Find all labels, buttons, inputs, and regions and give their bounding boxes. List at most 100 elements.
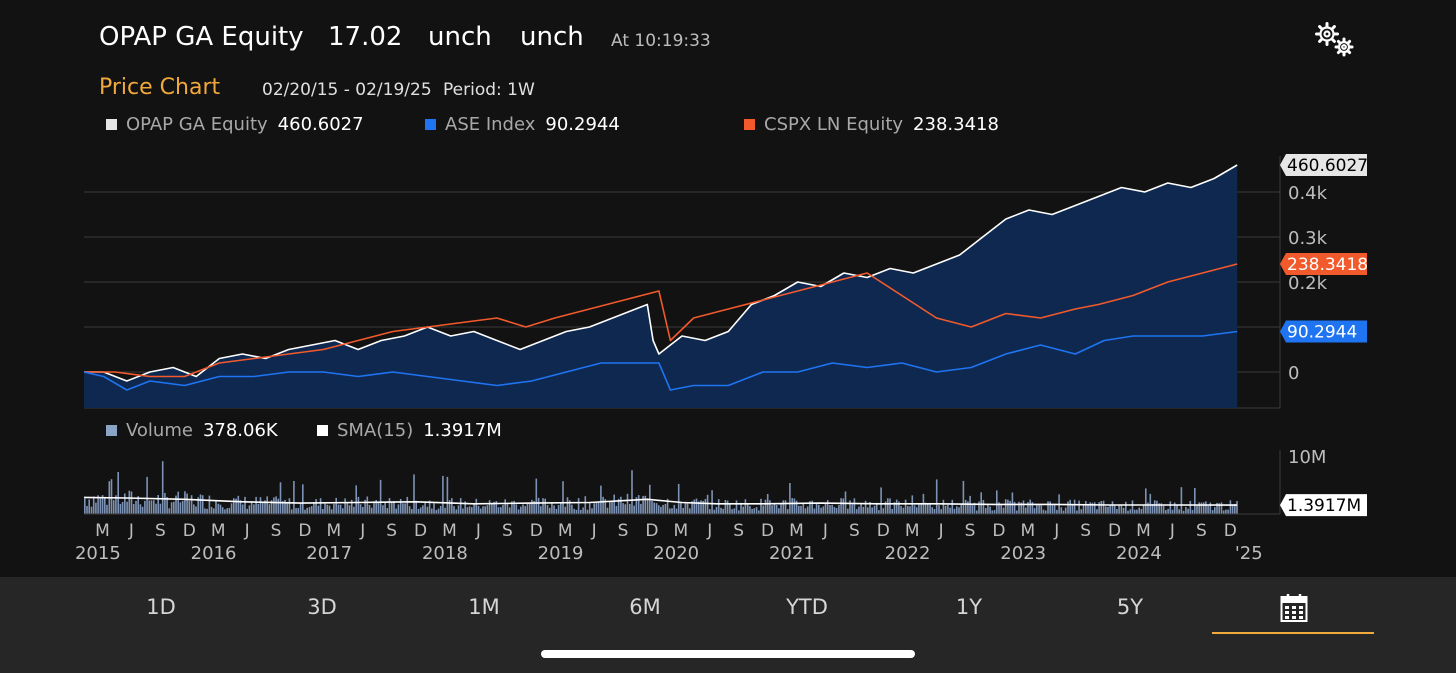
volume-bar [526,503,529,514]
volume-bar [793,498,796,514]
legend-swatch [106,425,117,436]
volume-bar [715,507,718,514]
volume-bar [900,506,902,514]
volume-bar [339,504,342,514]
volume-bar [1236,501,1238,514]
last-value-tag: 1.3917M [1280,494,1367,517]
volume-bar [1180,487,1183,514]
volume-bar [840,498,842,514]
volume-bar [228,507,231,514]
volume-bar [726,500,729,514]
volume-bar [153,500,155,514]
volume-bar [1089,502,1091,514]
volume-bar [437,508,440,514]
volume-bar [878,510,880,514]
volume-bar [1185,506,1187,514]
volume-bar [117,472,119,514]
volume-bar [664,504,667,514]
volume-bar [804,508,807,514]
volume-bar [1036,503,1038,514]
volume-bar [319,498,322,514]
volume-bar [851,504,853,514]
volume-bar [613,494,615,514]
volume-bar [798,505,800,514]
volume-bar [1182,510,1185,514]
tab-3d[interactable]: 3D [307,595,337,619]
volume-bar [982,500,985,514]
volume-bar [1000,504,1002,514]
calendar-icon[interactable] [1280,593,1308,623]
volume-bar [1169,501,1172,514]
volume-bar [635,497,638,514]
volume-bar [820,507,822,514]
volume-bar [104,497,106,514]
volume-bar [564,506,567,514]
volume-bar [511,501,513,514]
volume-bar [517,509,520,514]
volume-bar [302,484,304,514]
volume-bar [733,508,736,514]
volume-bar [918,504,920,514]
volume-bar [224,509,226,514]
volume-bar [815,503,818,514]
volume-bar [1051,505,1054,514]
volume-bar [1047,501,1049,514]
volume-bar [1042,509,1045,514]
volume-bar [1136,509,1138,514]
volume-bar [95,502,97,514]
volume-bar [477,506,480,514]
y-tick-label: 0.3k [1288,228,1328,249]
volume-bar [967,501,969,514]
volume-bar [1071,505,1074,514]
volume-bar [711,490,713,514]
tab-1m[interactable]: 1M [468,595,500,619]
volume-bar [1176,505,1178,514]
volume-bar [1122,507,1125,514]
volume-bar [1024,507,1027,514]
tab-5y[interactable]: 5Y [1116,595,1144,619]
quote-header: OPAP GA Equity 17.02 unch unch At 10:19:… [0,0,1456,70]
volume-bar [524,506,526,514]
volume-bar [344,498,346,514]
legend-swatch [317,425,328,436]
volume-bar [775,505,778,514]
volume-bar [177,491,179,514]
gears-icon[interactable] [1312,20,1358,60]
legend-value: 238.3418 [913,114,999,135]
volume-bar [749,506,751,514]
volume-bar [266,496,268,514]
volume-bar [366,496,369,514]
volume-bar [1178,509,1180,514]
volume-bar [629,504,631,514]
volume-bar [956,506,958,514]
x-month-label: M [442,521,457,541]
volume-bar [557,505,560,514]
volume-bar [1011,492,1014,514]
volume-bar [1158,503,1160,514]
volume-bar [751,508,753,514]
tab-1y[interactable]: 1Y [955,595,983,619]
volume-bar [195,506,197,514]
legend-name: SMA(15) [337,420,414,441]
price-chart[interactable]: 00.1k0.2k0.3k0.4k 460.6027238.341890.294… [0,140,1456,420]
x-month-label: J [591,521,597,541]
volume-bar [364,499,366,514]
tab-6m[interactable]: 6M [629,595,661,619]
volume-bar [379,479,382,514]
y-tick-label: 0 [1288,363,1299,384]
volume-bar [889,498,891,514]
tab-ytd[interactable]: YTD [786,595,828,619]
volume-bar [657,505,660,514]
volume-bar [1220,502,1223,514]
x-month-label: D [877,521,890,541]
date-range[interactable]: 02/20/15 - 02/19/25 [262,80,432,100]
tab-1d[interactable]: 1D [146,595,176,619]
period-selector[interactable]: Period: 1W [443,80,535,100]
volume-bar [962,480,965,514]
volume-bar [184,491,186,514]
x-month-label: S [502,521,513,541]
volume-bar [495,501,498,514]
legend-value: 378.06K [202,420,278,441]
volume-bar [640,503,642,514]
